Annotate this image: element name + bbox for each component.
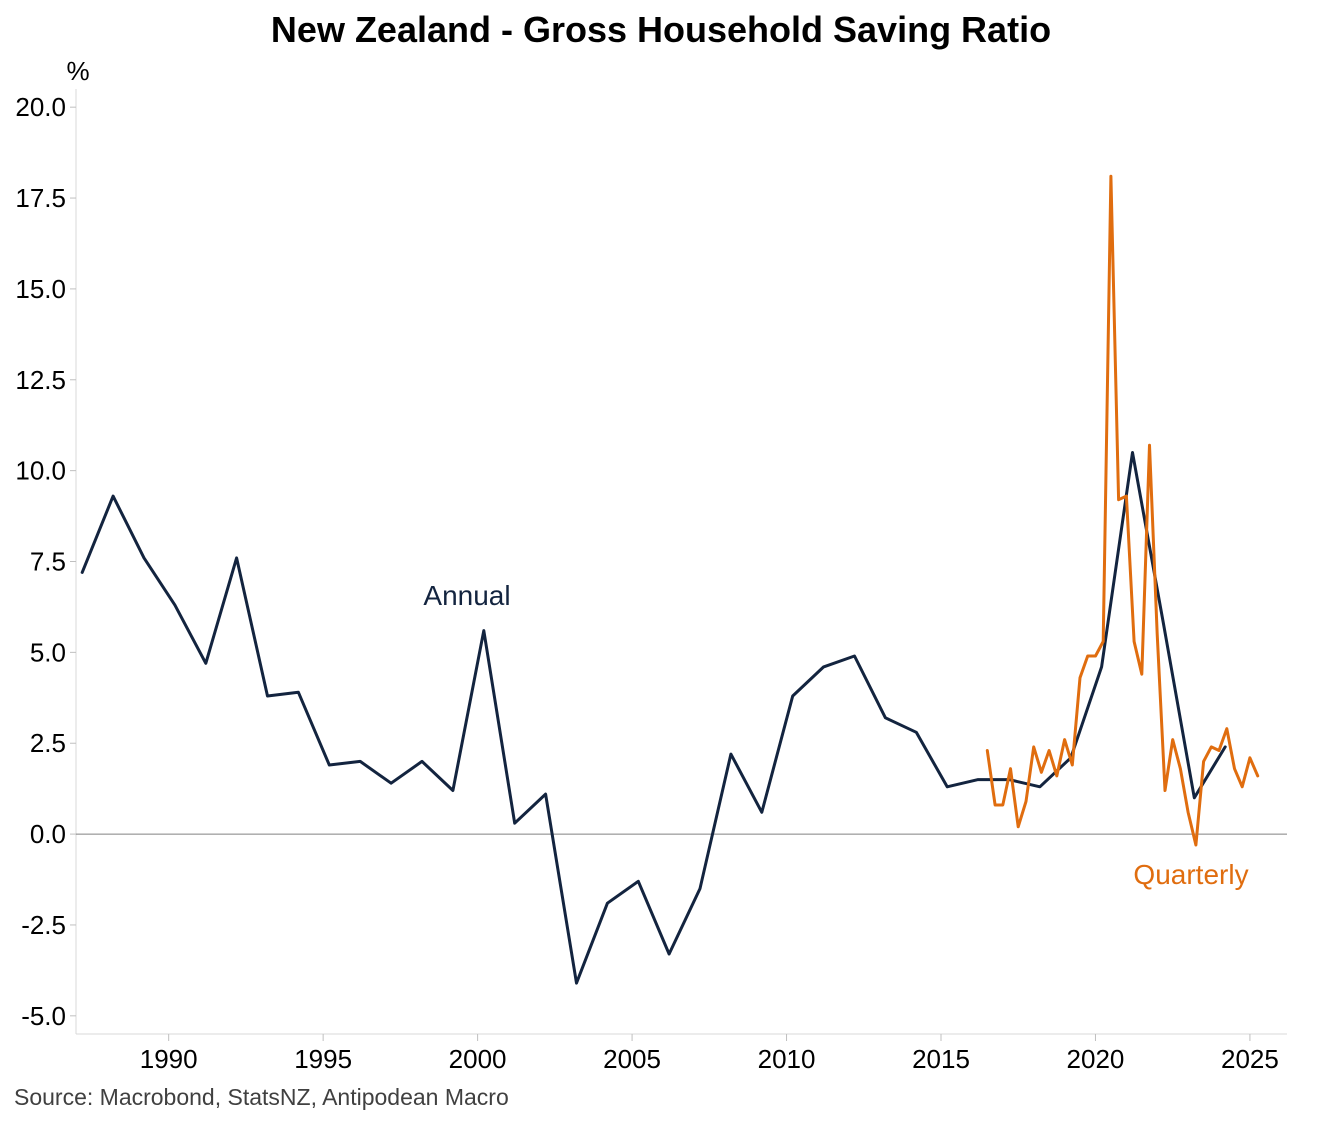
y-tick-label: 0.0 — [30, 819, 66, 849]
y-tick-label: -5.0 — [21, 1001, 66, 1031]
x-tick-label: 2020 — [1067, 1044, 1125, 1074]
y-axis-ticks: -5.0 -2.5 0.0 2.5 5.0 7.5 10.0 12.5 15.0 17.5 20.0 — [15, 92, 76, 1031]
y-tick-label: -2.5 — [21, 910, 66, 940]
quarterly-series-line — [985, 174, 1260, 847]
annual-series-label: Annual — [423, 580, 510, 611]
x-tick-label: 2025 — [1221, 1044, 1279, 1074]
x-tick-label: 2000 — [449, 1044, 507, 1074]
y-axis-unit: % — [66, 56, 89, 86]
x-tick-label: 2005 — [603, 1044, 661, 1074]
y-tick-label: 12.5 — [15, 365, 66, 395]
chart-title: New Zealand - Gross Household Saving Rat… — [271, 9, 1051, 50]
y-tick-label: 15.0 — [15, 274, 66, 304]
y-tick-label: 17.5 — [15, 183, 66, 213]
series-layer — [80, 174, 1260, 985]
x-axis-ticks: 1990 1995 2000 2005 2010 2015 2020 2025 — [140, 1034, 1279, 1074]
y-tick-label: 5.0 — [30, 637, 66, 667]
y-tick-label: 7.5 — [30, 547, 66, 577]
y-tick-label: 10.0 — [15, 456, 66, 486]
source-note: Source: Macrobond, StatsNZ, Antipodean M… — [14, 1084, 509, 1110]
plot-area: -5.0 -2.5 0.0 2.5 5.0 7.5 10.0 12.5 15.0 17.5 20.0… — [15, 89, 1287, 1074]
x-tick-label: 2015 — [912, 1044, 970, 1074]
y-tick-label: 2.5 — [30, 728, 66, 758]
quarterly-series-label: Quarterly — [1133, 859, 1248, 890]
x-tick-label: 2010 — [758, 1044, 816, 1074]
x-tick-label: 1995 — [294, 1044, 352, 1074]
y-tick-label: 20.0 — [15, 92, 66, 122]
annual-series-line — [80, 451, 1227, 985]
x-tick-label: 1990 — [140, 1044, 198, 1074]
